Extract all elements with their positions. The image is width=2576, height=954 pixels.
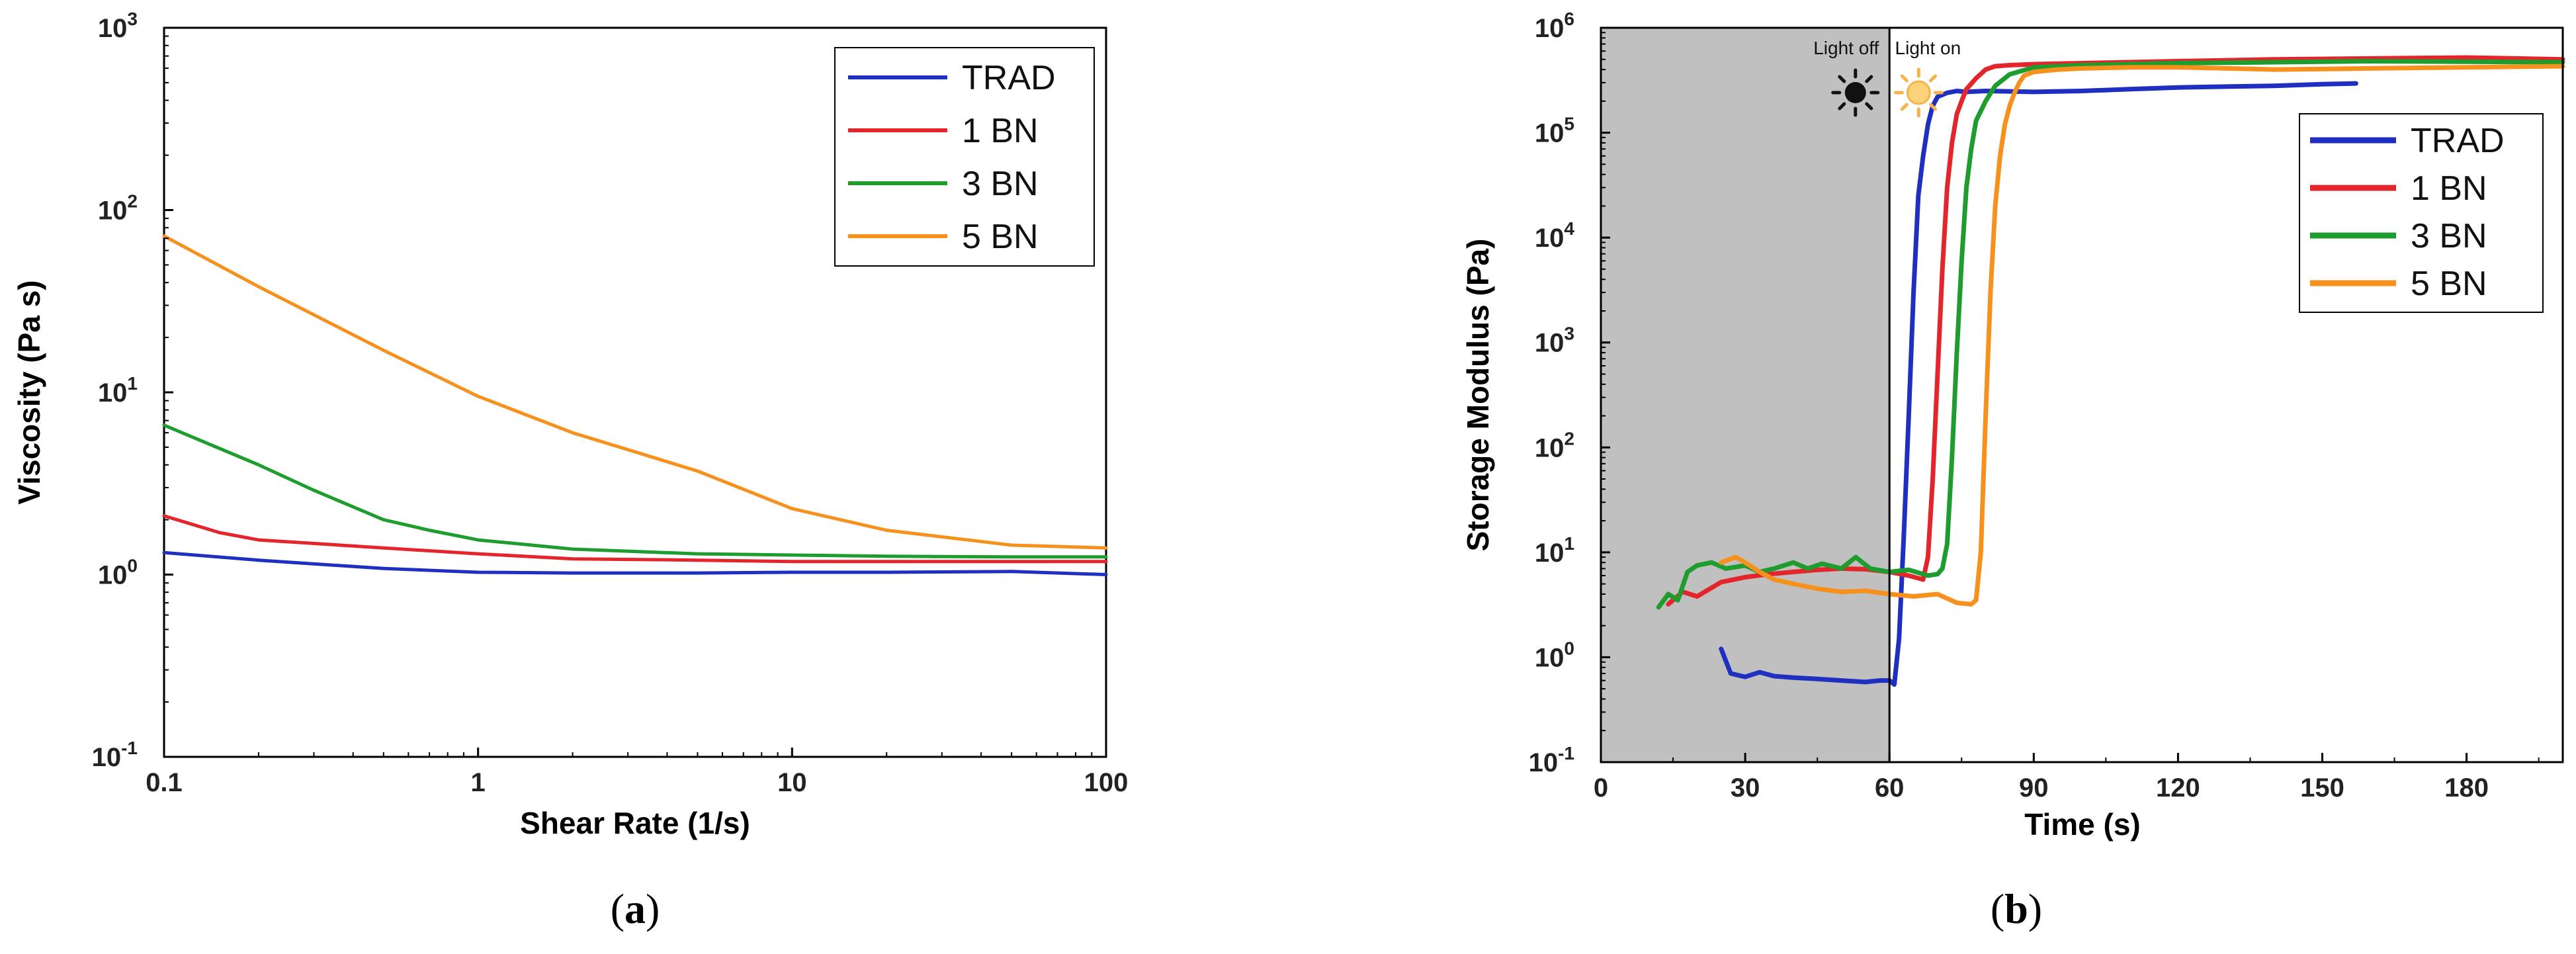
x-tick-label: 120 [2156, 773, 2200, 802]
panel-b-plot-frame [1600, 26, 2564, 763]
y-tick-label: 101 [1535, 533, 1574, 568]
panel-a-legend: TRAD 1 BN 3 BN 5 BN [834, 47, 1095, 267]
series-line-3-bn [162, 423, 1108, 559]
legend-label: 3 BN [962, 165, 1039, 203]
panel-a-caption-letter: a [624, 885, 646, 932]
y-tick-label: 103 [1535, 324, 1574, 358]
legend-label: 3 BN [2411, 217, 2487, 255]
panel-b-y-axis-label: Storage Modulus (Pa) [1461, 239, 1495, 552]
y-tick-label: 105 [1535, 114, 1574, 148]
y-tick-label: 101 [98, 373, 138, 408]
panel-a-y-axis-label: Viscosity (Pa s) [12, 280, 46, 504]
legend-label: 5 BN [2411, 265, 2487, 303]
x-tick-label: 180 [2444, 773, 2489, 802]
panel-b-x-axis: 0 30 60 90 120 150 180 [1594, 753, 2540, 802]
x-tick-label: 150 [2300, 773, 2344, 802]
panel-b-x-axis-label: Time (s) [2024, 807, 2141, 842]
series-line-5-bn [1719, 64, 2565, 607]
series-line-trad [1719, 81, 2358, 687]
panel-a-x-axis: 0.1 1 10 100 [146, 748, 1128, 797]
panel-b-legend: TRAD 1 BN 3 BN 5 BN [2299, 113, 2544, 313]
x-tick-label: 60 [1875, 773, 1905, 802]
y-tick-label: 10-1 [1529, 743, 1574, 777]
y-tick-label: 104 [1535, 218, 1575, 253]
panel-a-viscosity-chart: 0.1 1 10 100 10-1 100 101 102 103 Shear Rate (1… [12, 9, 1128, 932]
panel-a-series [162, 234, 1108, 576]
series-line-5-bn [162, 234, 1108, 550]
y-tick-label: 102 [98, 191, 138, 226]
panel-a-caption: (a) [611, 885, 660, 932]
x-tick-label: 90 [2019, 773, 2049, 802]
panel-b-caption: (b) [1991, 885, 2042, 932]
panel-a-y-axis: 10-1 100 101 102 103 [92, 9, 173, 772]
legend-label: 5 BN [962, 218, 1039, 256]
x-tick-label: 10 [777, 768, 807, 797]
panel-b-caption-letter: b [2004, 885, 2028, 932]
panel-b-light-off-shaded-region [1601, 28, 1890, 762]
series-line-1-bn [162, 514, 1108, 564]
y-tick-label: 103 [98, 9, 138, 43]
light-on-label: Light on [1895, 38, 1961, 58]
legend-label: TRAD [2411, 122, 2505, 160]
panel-b-storage-modulus-chart: 0 30 60 90 120 150 180 10-11001011021031041051… [1461, 9, 2565, 932]
series-line-3-bn [1656, 59, 2565, 610]
series-line-1-bn [1666, 55, 2565, 607]
legend-label: 1 BN [962, 112, 1039, 150]
panel-a-x-axis-label: Shear Rate (1/s) [520, 806, 750, 840]
y-tick-label: 100 [1535, 638, 1574, 672]
x-tick-label: 1 [471, 768, 486, 797]
legend-label: 1 BN [2411, 169, 2487, 208]
series-line-trad [162, 550, 1108, 576]
y-tick-label: 102 [1535, 428, 1574, 462]
y-tick-label: 106 [1535, 9, 1574, 43]
panel-b-y-axis: 10-1 100 101 102 103 104 105 106 [1529, 9, 1610, 777]
bright-sun-icon [1893, 67, 1944, 118]
dark-sun-icon [1831, 68, 1880, 117]
x-tick-label: 0 [1594, 773, 1608, 802]
panel-a-legend-box [834, 47, 1095, 267]
x-tick-label: 100 [1084, 768, 1129, 797]
x-tick-label: 30 [1731, 773, 1760, 802]
legend-label: TRAD [962, 59, 1056, 97]
panel-b-legend-box [2299, 113, 2544, 313]
y-tick-label: 100 [98, 556, 138, 590]
x-tick-label: 0.1 [146, 768, 183, 797]
panel-b-series [1656, 55, 2565, 687]
light-off-label: Light off [1813, 38, 1879, 58]
y-tick-label: 10-1 [92, 738, 138, 772]
